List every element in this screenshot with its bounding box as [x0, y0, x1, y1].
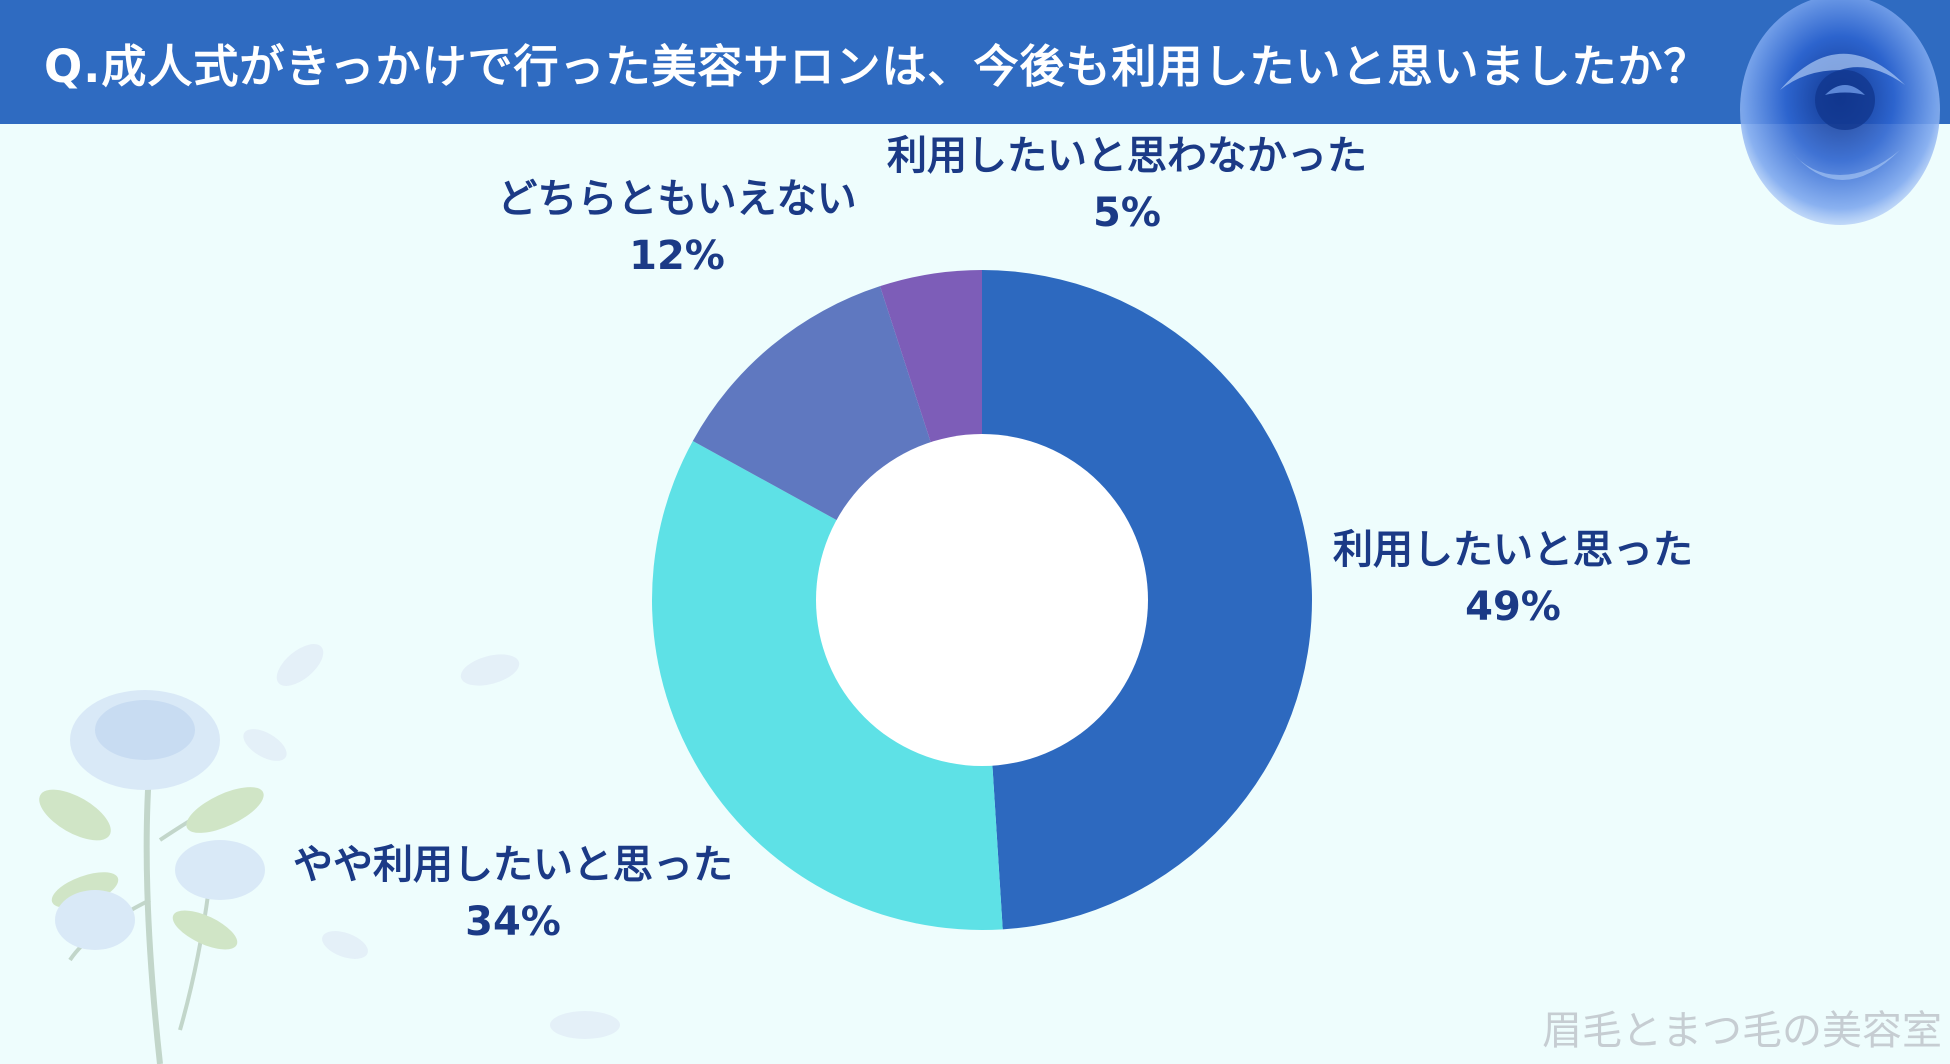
slice-value-2: 12% — [629, 233, 725, 279]
slice-label-0: 利用したいと思った — [1333, 527, 1693, 573]
watermark: 眉毛とまつ毛の美容室 — [1542, 1008, 1942, 1054]
header-bar: Q.成人式がきっかけで行った美容サロンは、今後も利用したいと思いましたか？ — [0, 0, 1950, 124]
slice-value-1: 34% — [465, 899, 561, 945]
rose-decoration-icon — [1740, 0, 1940, 225]
slice-label-2: どちらともいえない — [497, 176, 856, 222]
slice-label-3: 利用したいと思わなかった — [887, 133, 1367, 179]
slice-label-1: やや利用したいと思った — [293, 842, 733, 888]
page-title: Q.成人式がきっかけで行った美容サロンは、今後も利用したいと思いましたか？ — [44, 40, 1710, 93]
slice-value-3: 5% — [1093, 190, 1161, 236]
slice-value-0: 49% — [1465, 584, 1561, 630]
donut-hole — [816, 434, 1148, 766]
